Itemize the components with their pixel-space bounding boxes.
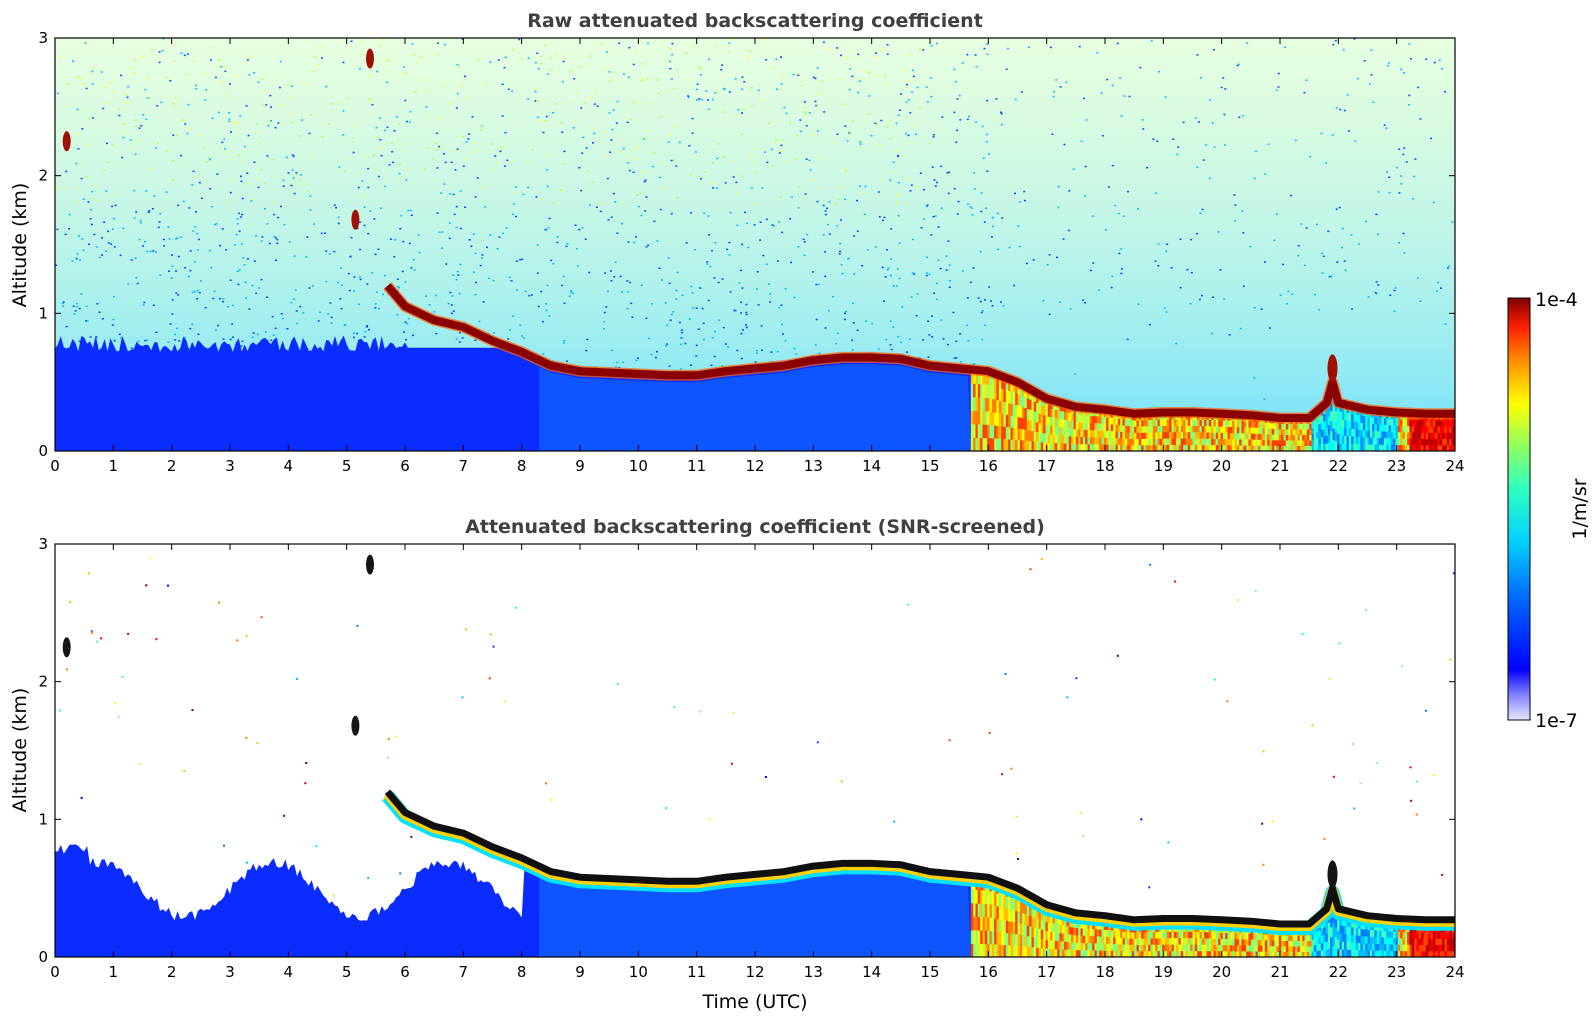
x-tick-label: 7 [459, 457, 469, 475]
x-tick-label: 22 [1329, 457, 1348, 475]
top-y-axis-label: Altitude (km) [9, 183, 31, 308]
feature-plume-3 [1327, 354, 1338, 383]
x-tick-label: 13 [804, 963, 823, 981]
x-tick-label: 10 [629, 457, 648, 475]
bottom-heatmap [55, 554, 1455, 957]
feature-cloud-2 [366, 48, 374, 69]
x-tick-label: 1 [109, 963, 119, 981]
bottom-x-axis: 0 1 2 3 4 5 6 7 8 9 10 11 12 13 14 15 16 17 18 19 20 21 22 23 24 [50, 544, 1465, 981]
y-tick-label: 3 [38, 535, 48, 553]
x-tick-label: 20 [1212, 457, 1231, 475]
colorbar: 1e-4 1e-7 1/m/sr [1507, 289, 1591, 732]
y-tick-label: 1 [38, 810, 48, 828]
y-tick-label: 1 [38, 304, 48, 322]
boundary-layer-upper [539, 870, 971, 957]
x-tick-label: 12 [745, 457, 764, 475]
x-tick-label: 14 [862, 457, 881, 475]
x-tick-label: 23 [1387, 963, 1406, 981]
feature-cloud-1 [351, 209, 360, 230]
x-tick-label: 18 [1095, 457, 1114, 475]
x-tick-label: 19 [1154, 457, 1173, 475]
cloud-layer [62, 48, 1455, 424]
top-heatmap [55, 38, 1455, 451]
x-tick-label: 3 [225, 457, 235, 475]
x-tick-label: 11 [687, 457, 706, 475]
x-tick-label: 2 [167, 457, 177, 475]
cloud-layer [62, 554, 1455, 935]
x-tick-label: 4 [284, 963, 294, 981]
colorbar-max-label: 1e-4 [1535, 289, 1578, 311]
x-tick-label: 22 [1329, 963, 1348, 981]
x-tick-label: 18 [1095, 963, 1114, 981]
y-tick-label: 2 [38, 673, 48, 691]
x-axis-label: Time (UTC) [701, 991, 807, 1013]
feature-cloud-0 [62, 131, 71, 152]
x-tick-label: 21 [1270, 457, 1289, 475]
x-tick-label: 15 [920, 457, 939, 475]
x-tick-label: 11 [687, 963, 706, 981]
bottom-panel: Attenuated backscattering coefficient (S… [9, 516, 1465, 1013]
boundary-layer-upper [539, 364, 971, 451]
top-x-axis: 0 1 2 3 4 5 6 7 8 9 10 11 12 13 14 15 16 17 18 19 20 21 22 23 24 [50, 38, 1465, 475]
feature-cloud-2 [366, 554, 374, 575]
layer-core [384, 789, 1455, 928]
colorbar-gradient [1507, 297, 1531, 721]
x-tick-label: 0 [50, 963, 60, 981]
x-tick-label: 3 [225, 963, 235, 981]
feature-cloud-1 [351, 715, 360, 736]
x-tick-label: 9 [575, 963, 585, 981]
x-tick-label: 9 [575, 457, 585, 475]
y-tick-label: 3 [38, 29, 48, 47]
x-tick-label: 24 [1445, 457, 1464, 475]
bottom-panel-title: Attenuated backscattering coefficient (S… [465, 516, 1045, 538]
x-tick-label: 12 [745, 963, 764, 981]
layer-core [384, 283, 1455, 422]
top-panel-title: Raw attenuated backscattering coefficien… [527, 10, 983, 32]
x-tick-label: 24 [1445, 963, 1464, 981]
x-tick-label: 17 [1037, 963, 1056, 981]
x-tick-label: 14 [862, 963, 881, 981]
x-tick-label: 13 [804, 457, 823, 475]
x-tick-label: 8 [517, 457, 527, 475]
colorbar-min-label: 1e-7 [1535, 710, 1578, 732]
x-tick-label: 8 [517, 963, 527, 981]
x-tick-label: 15 [920, 963, 939, 981]
noise-speckle [55, 38, 1454, 451]
x-tick-label: 19 [1154, 963, 1173, 981]
x-tick-label: 5 [342, 963, 352, 981]
x-tick-label: 7 [459, 963, 469, 981]
bottom-y-axis-label: Altitude (km) [9, 688, 31, 813]
x-tick-label: 21 [1270, 963, 1289, 981]
feature-plume-3 [1327, 860, 1338, 889]
x-tick-label: 0 [50, 457, 60, 475]
x-tick-label: 10 [629, 963, 648, 981]
x-tick-label: 5 [342, 457, 352, 475]
x-tick-label: 6 [400, 457, 410, 475]
x-tick-label: 23 [1387, 457, 1406, 475]
x-tick-label: 4 [284, 457, 294, 475]
feature-cloud-0 [62, 637, 71, 658]
bottom-y-axis: 0 1 2 3 [38, 535, 1455, 966]
x-tick-label: 1 [109, 457, 119, 475]
x-tick-label: 17 [1037, 457, 1056, 475]
y-tick-label: 0 [38, 948, 48, 966]
x-tick-label: 16 [979, 963, 998, 981]
x-tick-label: 2 [167, 963, 177, 981]
x-tick-label: 6 [400, 963, 410, 981]
colorbar-unit-label: 1/m/sr [1569, 478, 1591, 539]
top-y-axis: 0 1 2 3 [38, 29, 1455, 460]
y-tick-label: 2 [38, 167, 48, 185]
x-tick-label: 16 [979, 457, 998, 475]
x-tick-label: 20 [1212, 963, 1231, 981]
screened-speckle [59, 557, 1455, 953]
top-panel: Raw attenuated backscattering coefficien… [9, 10, 1465, 475]
y-tick-label: 0 [38, 442, 48, 460]
